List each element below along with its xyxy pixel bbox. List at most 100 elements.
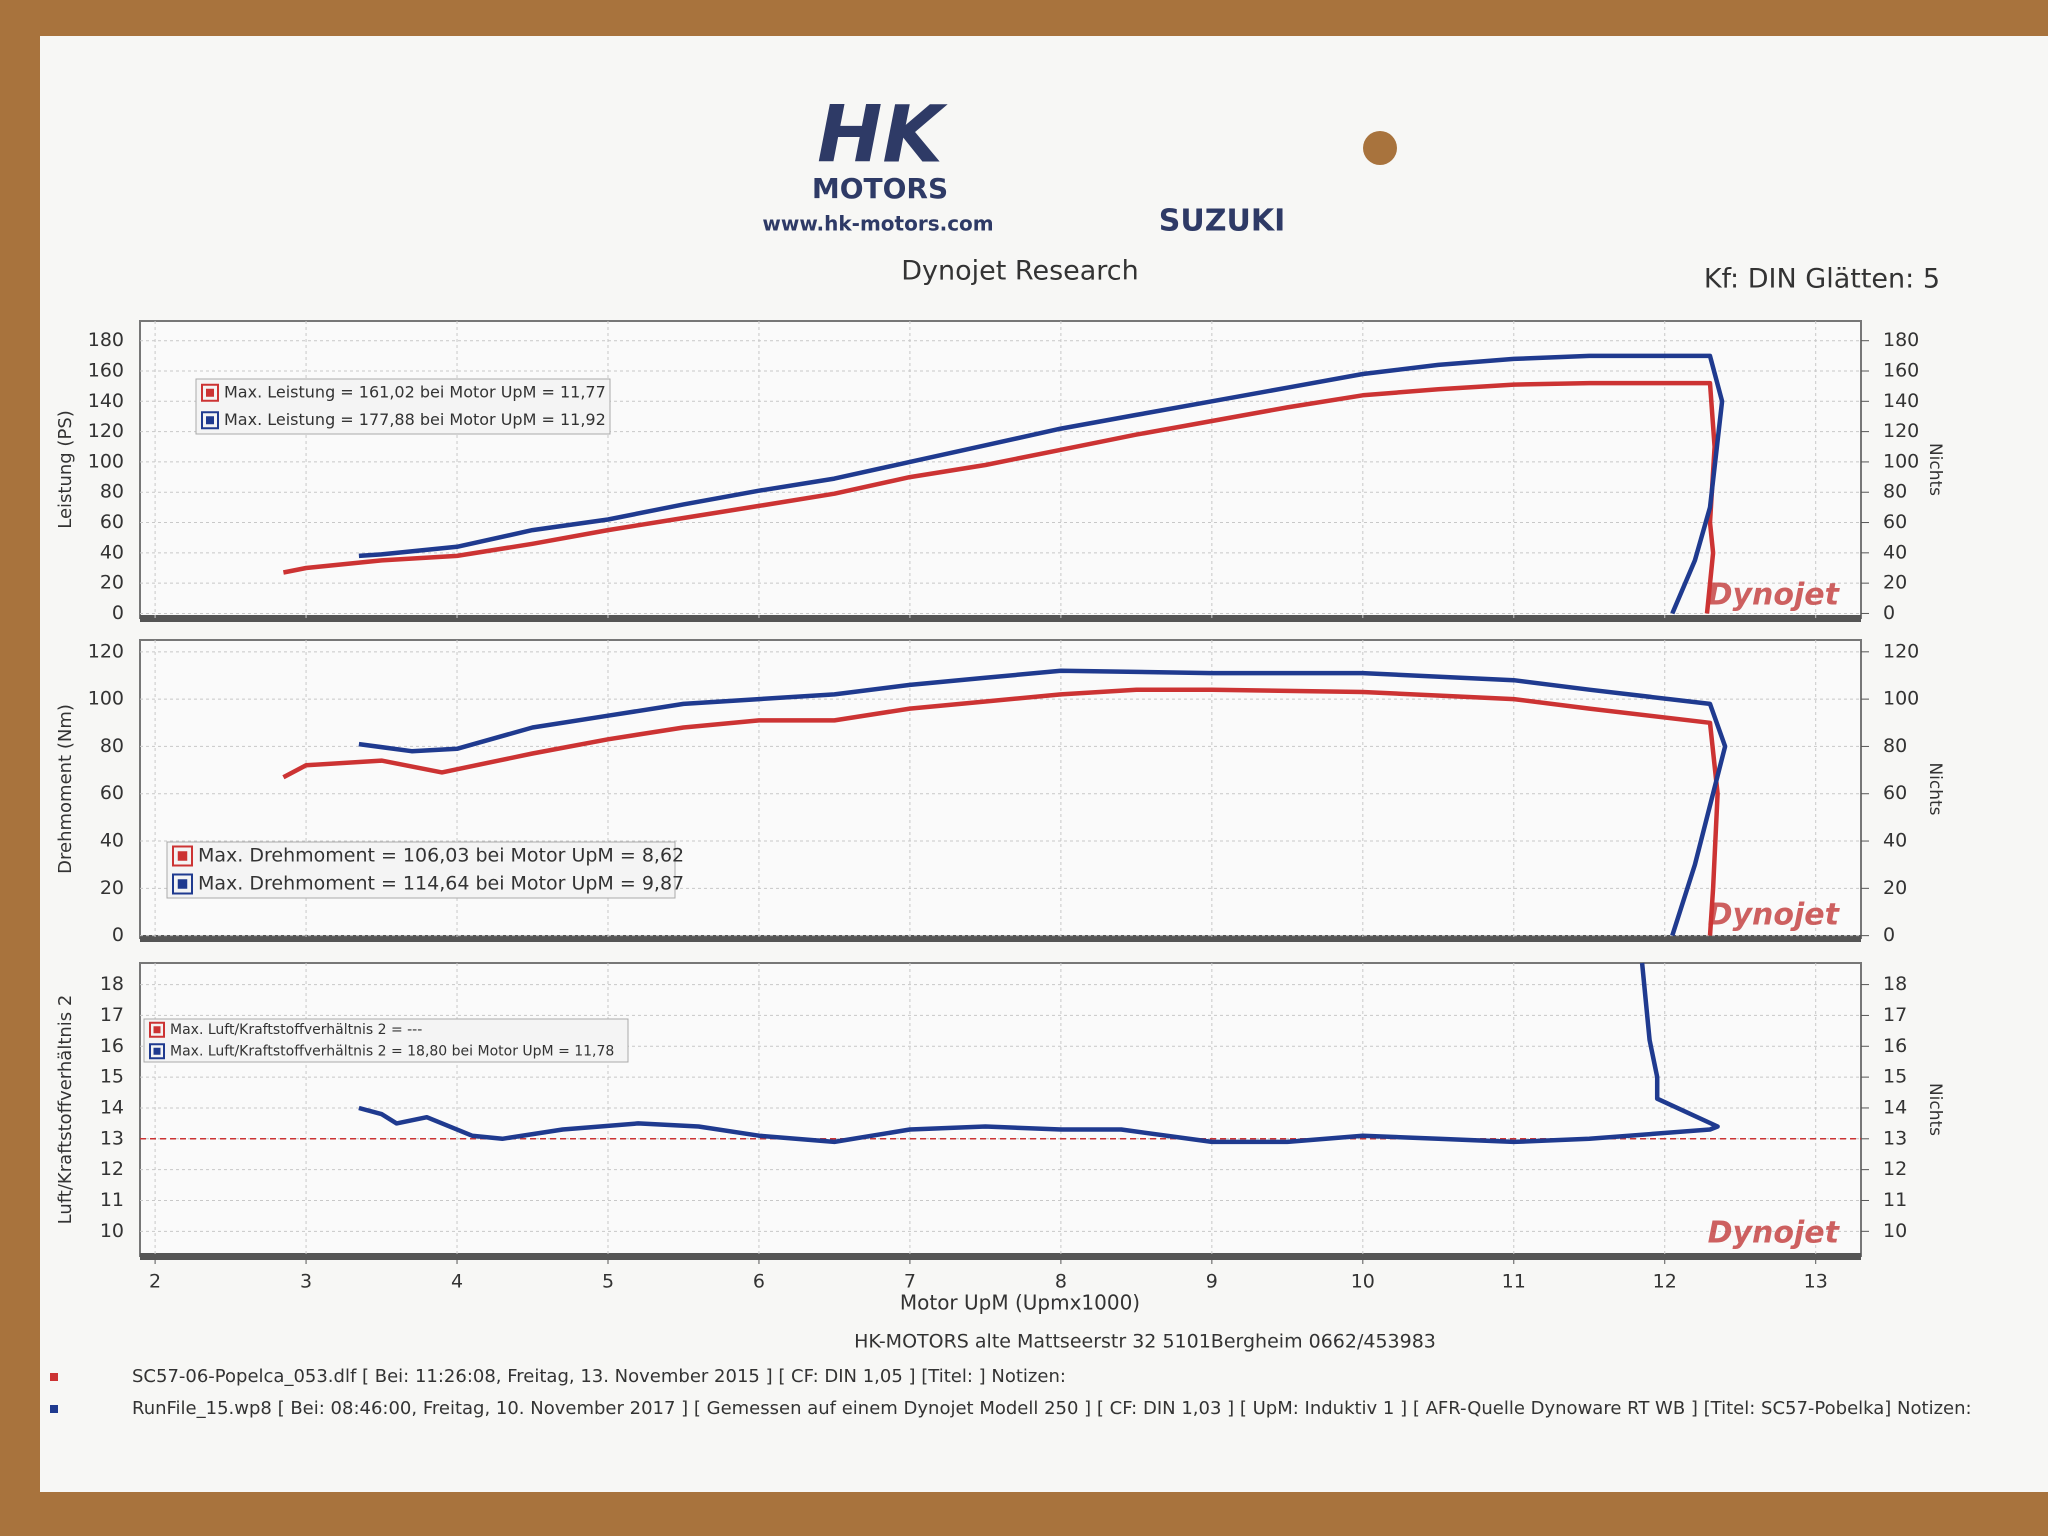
y-axis-title: Luft/Kraftstoffverhältnis 2 [55, 995, 76, 1225]
y-tick-label: 16 [100, 1035, 124, 1057]
y2-tick-label: 60 [1883, 511, 1907, 533]
y2-tick-label: 0 [1883, 924, 1895, 946]
run-swatch [50, 1373, 58, 1381]
y-axis-title: Drehmoment (Nm) [55, 704, 76, 874]
y2-tick-label: 17 [1883, 1004, 1907, 1026]
watermark: Dynojet [1708, 578, 1841, 613]
y-tick-label: 60 [100, 511, 124, 533]
y2-tick-label: 13 [1883, 1127, 1907, 1149]
x-tick-label: 11 [1502, 1271, 1526, 1293]
legend-swatch-fill [153, 1026, 161, 1034]
logo-sub: MOTORS [812, 172, 948, 205]
y-tick-label: 140 [88, 390, 124, 412]
y2-axis-title: Nichts [1925, 1083, 1945, 1136]
y-tick-label: 40 [100, 830, 124, 852]
y-tick-label: 17 [100, 1004, 124, 1026]
legend-box [143, 1018, 629, 1063]
legend-swatch [149, 1021, 165, 1038]
logo: HK [817, 90, 948, 180]
series-line [358, 962, 1720, 1145]
y-tick-label: 160 [88, 360, 124, 382]
y-tick-label: 10 [100, 1220, 124, 1242]
y-tick-label: 0 [112, 602, 124, 624]
y2-tick-label: 11 [1883, 1189, 1907, 1211]
y2-axis-title: Nichts [1925, 443, 1945, 496]
punch-hole [1363, 131, 1397, 165]
legend-box [195, 378, 611, 435]
y2-tick-label: 160 [1883, 360, 1919, 382]
y2-tick-label: 120 [1883, 640, 1919, 662]
x-tick-label: 7 [904, 1271, 916, 1293]
y-tick-label: 20 [100, 572, 124, 594]
y-tick-label: 80 [100, 735, 124, 757]
legend-label: Max. Luft/Kraftstoffverhältnis 2 = --- [170, 1022, 422, 1038]
y2-tick-label: 20 [1883, 572, 1907, 594]
x-tick-label: 4 [451, 1271, 463, 1293]
settings: Kf: DIN Glätten: 5 [1704, 264, 1940, 295]
x-tick-label: 6 [753, 1271, 765, 1293]
y2-tick-label: 14 [1883, 1096, 1907, 1118]
legend-box [166, 841, 676, 899]
legend-label: Max. Luft/Kraftstoffverhältnis 2 = 18,80… [170, 1043, 614, 1059]
y-axis-title: Leistung (PS) [55, 410, 76, 529]
plot-base [140, 935, 1861, 942]
plot-base [140, 1253, 1861, 1260]
legend-swatch-fill [177, 879, 188, 889]
x-tick-label: 12 [1653, 1271, 1677, 1293]
run-info: SC57-06-Popelca_053.dlf [ Bei: 11:26:08,… [132, 1366, 1066, 1387]
y-tick-label: 120 [88, 420, 124, 442]
legend-label: Max. Leistung = 177,88 bei Motor UpM = 1… [224, 410, 606, 429]
y2-tick-label: 40 [1883, 830, 1907, 852]
y2-tick-label: 100 [1883, 688, 1919, 710]
y2-tick-label: 80 [1883, 735, 1907, 757]
y2-tick-label: 80 [1883, 481, 1907, 503]
x-tick-label: 10 [1351, 1271, 1375, 1293]
y2-tick-label: 100 [1883, 450, 1919, 472]
y-tick-label: 20 [100, 877, 124, 899]
legend-label: Max. Leistung = 161,02 bei Motor UpM = 1… [224, 382, 606, 401]
y2-tick-label: 18 [1883, 973, 1907, 995]
y-tick-label: 13 [100, 1127, 124, 1149]
y-tick-label: 100 [88, 450, 124, 472]
y2-tick-label: 40 [1883, 541, 1907, 563]
y-tick-label: 180 [88, 329, 124, 351]
x-axis-title: Motor UpM (Upmx1000) [900, 1291, 1140, 1315]
plot-base [140, 615, 1861, 622]
brand: SUZUKI [1159, 204, 1286, 239]
y-tick-label: 12 [100, 1158, 124, 1180]
logo-url: www.hk-motors.com [762, 212, 993, 236]
y-tick-label: 18 [100, 973, 124, 995]
legend-swatch-fill [177, 851, 188, 861]
y-tick-label: 60 [100, 782, 124, 804]
y2-tick-label: 180 [1883, 329, 1919, 351]
y2-tick-label: 10 [1883, 1220, 1907, 1242]
y2-tick-label: 120 [1883, 420, 1919, 442]
plot-area [139, 962, 1862, 1257]
y2-tick-label: 140 [1883, 390, 1919, 412]
legend-swatch [201, 411, 219, 430]
y2-tick-label: 15 [1883, 1066, 1907, 1088]
plot-area [139, 320, 1862, 619]
legend-swatch-fill [206, 388, 214, 397]
x-tick-label: 3 [300, 1271, 312, 1293]
series-line [282, 380, 1717, 614]
y2-axis-title: Nichts [1925, 762, 1945, 815]
series-line [358, 353, 1725, 615]
y-tick-label: 0 [112, 924, 124, 946]
address: HK-MOTORS alte Mattseerstr 32 5101Berghe… [854, 1331, 1436, 1353]
legend-swatch-fill [206, 416, 214, 425]
y-tick-label: 40 [100, 541, 124, 563]
y-tick-label: 100 [88, 688, 124, 710]
x-tick-label: 13 [1804, 1271, 1828, 1293]
y2-tick-label: 60 [1883, 782, 1907, 804]
y-tick-label: 11 [100, 1189, 124, 1211]
x-tick-label: 2 [149, 1271, 161, 1293]
x-tick-label: 9 [1206, 1271, 1218, 1293]
y2-tick-label: 20 [1883, 877, 1907, 899]
legend-label: Max. Drehmoment = 106,03 bei Motor UpM =… [198, 845, 684, 867]
x-tick-label: 5 [602, 1271, 614, 1293]
y2-tick-label: 12 [1883, 1158, 1907, 1180]
legend-swatch [149, 1043, 165, 1060]
run-info: RunFile_15.wp8 [ Bei: 08:46:00, Freitag,… [132, 1398, 1972, 1419]
